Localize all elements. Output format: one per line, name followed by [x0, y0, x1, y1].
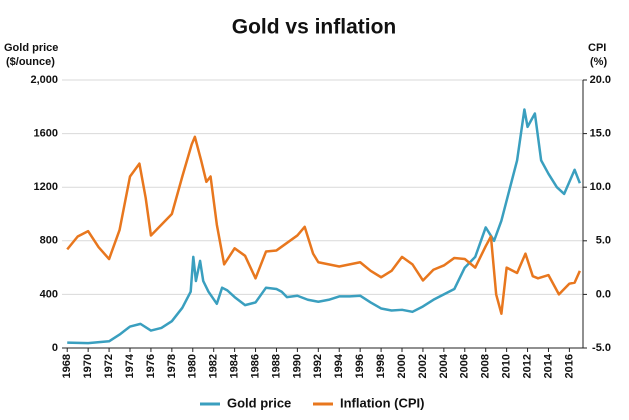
- y2-axis-title: (%): [590, 56, 607, 68]
- x-tick-label: 2014: [542, 353, 554, 378]
- y2-tick-label: 20.0: [590, 74, 611, 86]
- y2-tick-label: 0.0: [596, 288, 611, 300]
- y2-tick-label: 10.0: [590, 181, 611, 193]
- y-axis-title: ($/ounce): [6, 56, 55, 68]
- x-tick-label: 1990: [291, 354, 303, 378]
- x-tick-label: 1994: [333, 353, 345, 378]
- x-tick-label: 2012: [521, 354, 533, 378]
- x-tick-label: 1976: [145, 354, 157, 378]
- x-tick-label: 1974: [124, 353, 136, 378]
- x-tick-label: 1986: [249, 354, 261, 378]
- x-tick-label: 1972: [103, 354, 115, 378]
- y-axis-title: Gold price: [4, 42, 58, 54]
- y-tick-label: 1600: [34, 128, 58, 140]
- legend-label: Inflation (CPI): [340, 395, 425, 410]
- x-tick-label: 2016: [563, 354, 575, 378]
- y-tick-label: 400: [40, 288, 58, 300]
- y-tick-label: 1200: [34, 181, 58, 193]
- data-line: [66, 135, 582, 315]
- y2-tick-label: 15.0: [590, 128, 611, 140]
- x-tick-label: 1978: [166, 354, 178, 378]
- x-tick-label: 2008: [480, 354, 492, 378]
- x-tick-label: 2000: [396, 354, 408, 378]
- y-tick-label: 2,000: [30, 74, 58, 86]
- y2-tick-label: -5.0: [592, 342, 611, 354]
- x-tick-label: 1982: [208, 354, 220, 378]
- x-tick-label: 1968: [61, 354, 73, 378]
- x-tick-label: 1970: [82, 354, 94, 378]
- x-tick-label: 2004: [438, 353, 450, 378]
- x-tick-label: 1980: [187, 354, 199, 378]
- x-tick-label: 1992: [312, 354, 324, 378]
- x-tick-label: 1984: [229, 353, 241, 378]
- x-tick-label: 2006: [459, 354, 471, 378]
- x-tick-label: 1998: [375, 354, 387, 378]
- y-tick-label: 0: [52, 342, 58, 354]
- x-tick-label: 1996: [354, 354, 366, 378]
- chart-title: Gold vs inflation: [232, 16, 397, 39]
- data-line: [67, 108, 582, 345]
- x-tick-label: 2002: [417, 354, 429, 378]
- x-tick-label: 2010: [501, 354, 513, 378]
- y-tick-label: 800: [40, 235, 58, 247]
- y2-axis-title: CPI: [588, 42, 606, 54]
- y2-tick-label: 5.0: [596, 235, 611, 247]
- x-tick-label: 1988: [270, 354, 282, 378]
- legend-label: Gold price: [227, 395, 291, 410]
